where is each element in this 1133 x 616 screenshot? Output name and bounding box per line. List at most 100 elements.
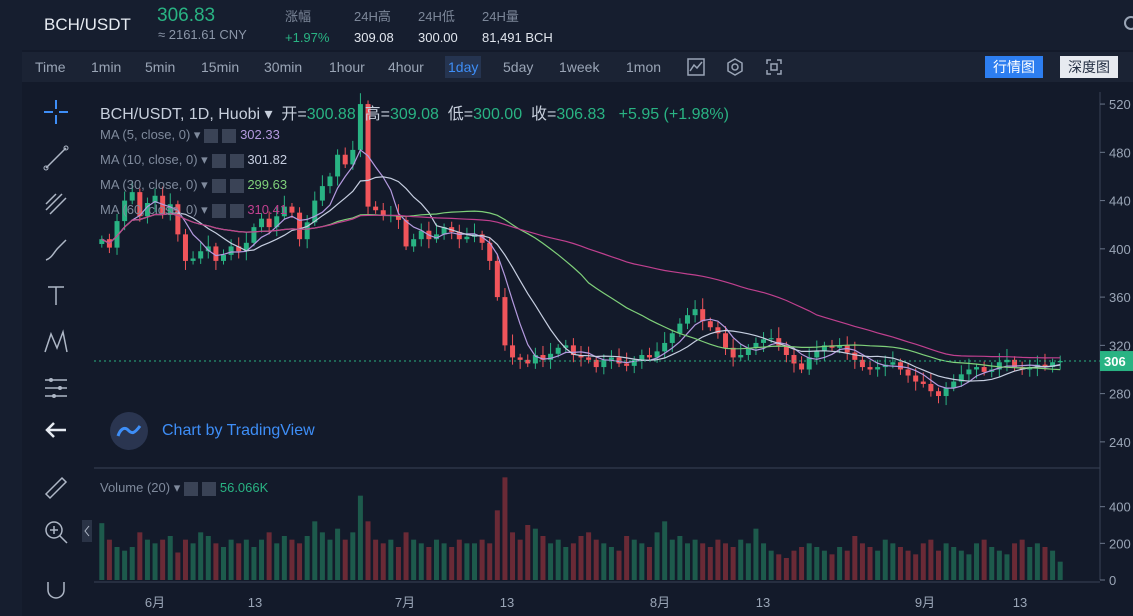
volume-bar [327, 539, 333, 580]
tab-depth-chart[interactable]: 深度图 [1060, 56, 1118, 78]
volume-bar [783, 558, 789, 580]
volume-bar [897, 547, 903, 580]
interval-4hour[interactable]: 4hour [388, 59, 424, 75]
volume-bar [601, 543, 607, 580]
collapse-toolbar-icon[interactable] [82, 520, 92, 542]
candle-body [114, 221, 120, 248]
ma-value: 301.82 [247, 152, 288, 167]
interval-30min[interactable]: 30min [264, 59, 303, 75]
candle-body [974, 367, 980, 370]
stat-change: 涨幅 +1.97% [285, 6, 329, 45]
ruler-icon[interactable] [42, 474, 70, 502]
stat-value: 300.00 [418, 30, 458, 45]
tab-market-chart[interactable]: 行情图 [985, 56, 1043, 78]
volume-bar [654, 532, 660, 580]
volume-bar [236, 543, 242, 580]
volume-bar [974, 543, 980, 580]
brush-icon[interactable] [42, 236, 70, 264]
stat-label: 24H高 [354, 9, 391, 24]
x-tick-label: 7月 [395, 595, 415, 610]
settings-icon[interactable] [1122, 14, 1133, 32]
interval-5day[interactable]: 5day [503, 59, 534, 75]
back-arrow-icon[interactable] [42, 416, 70, 444]
candle-body [441, 227, 447, 235]
volume-bar [890, 543, 896, 580]
ohlc-legend: BCH/USDT, 1D, Huobi ▾ 开=300.88 高=309.08 … [100, 106, 729, 123]
ma5-line [101, 148, 1061, 389]
volume-bar [646, 547, 652, 580]
candle-body [418, 230, 424, 240]
y-tick-label: 240 [1109, 435, 1131, 450]
volume-bar [152, 543, 158, 580]
candle-body [395, 215, 401, 220]
volume-bar [715, 539, 721, 580]
tradingview-brand[interactable]: Chart by TradingView [110, 412, 315, 450]
interval-1hour[interactable]: 1hour [329, 59, 365, 75]
volume-bar [730, 547, 736, 580]
low-label: 低= [447, 106, 474, 123]
interval-time[interactable]: Time [35, 59, 66, 75]
interval-1week[interactable]: 1week [559, 59, 600, 75]
volume-bar [837, 547, 843, 580]
fib-tool-icon[interactable] [42, 190, 70, 218]
candle-body [335, 154, 341, 177]
candle-body [958, 374, 964, 382]
text-tool-icon[interactable] [42, 282, 70, 310]
x-tick-label: 13 [1013, 595, 1027, 610]
volume-bar [411, 539, 417, 580]
volume-bar [738, 539, 744, 580]
volume-bar [814, 547, 820, 580]
candle-body [213, 246, 219, 261]
interval-1min[interactable]: 1min [91, 59, 122, 75]
volume-bar [479, 539, 485, 580]
volume-bar [99, 523, 105, 580]
x-tick-label: 8月 [650, 595, 670, 610]
volume-bar [525, 525, 531, 580]
interval-5min[interactable]: 5min [145, 59, 176, 75]
crosshair-icon[interactable] [42, 98, 70, 126]
indicator-settings-icon[interactable] [725, 57, 745, 77]
axes: 520 480 440 400 360 320 280 240 400 200 0 306 6月 13 7月… [94, 97, 1133, 610]
symbol[interactable]: BCH/USDT [44, 15, 131, 34]
volume-bar [913, 554, 919, 580]
ma30-legend[interactable]: MA (30, close, 0) ▾ 299.63 [100, 177, 288, 193]
candle-body [859, 359, 865, 368]
ma5-legend[interactable]: MA (5, close, 0) ▾ 302.33 [100, 127, 280, 143]
volume-bar [677, 536, 683, 580]
candle-body [487, 242, 493, 261]
ma30-line [101, 210, 1061, 371]
candle-body [586, 357, 592, 360]
candle-body [403, 219, 409, 247]
stat-label: 24H量 [482, 9, 519, 24]
ma10-legend[interactable]: MA (10, close, 0) ▾ 301.82 [100, 152, 288, 168]
candle-body [167, 204, 173, 216]
close-label: 收= [530, 106, 557, 123]
x-tick-label: 13 [500, 595, 514, 610]
volume-bar [312, 521, 318, 580]
candle-body [631, 359, 637, 366]
interval-1mon[interactable]: 1mon [626, 59, 662, 75]
volume-bar [494, 510, 500, 580]
volume-value: 56.066K [219, 480, 269, 495]
candle-body [357, 104, 363, 150]
volume-bar [662, 521, 668, 580]
volume-bar [1042, 547, 1048, 580]
trend-line-icon[interactable] [42, 144, 70, 172]
magnet-icon[interactable] [42, 576, 70, 604]
interval-1day[interactable]: 1day [445, 56, 482, 78]
chart-title[interactable]: BCH/USDT, 1D, Huobi [100, 106, 261, 123]
candle-body [738, 355, 744, 358]
volume-legend[interactable]: Volume (20) ▾ 56.066K [100, 480, 269, 496]
zoom-in-icon[interactable] [42, 518, 70, 546]
pattern-tool-icon[interactable] [42, 328, 70, 356]
fullscreen-icon[interactable] [764, 57, 784, 77]
volume-bar [586, 532, 592, 580]
volume-bar [456, 539, 462, 580]
candle-body [913, 375, 919, 382]
chart-type-icon[interactable] [686, 57, 706, 77]
interval-15min[interactable]: 15min [201, 59, 240, 75]
ma60-legend[interactable]: MA (60, close, 0) ▾ 310.41 [100, 202, 288, 218]
prediction-tool-icon[interactable] [42, 374, 70, 402]
x-tick-label: 9月 [915, 595, 935, 610]
